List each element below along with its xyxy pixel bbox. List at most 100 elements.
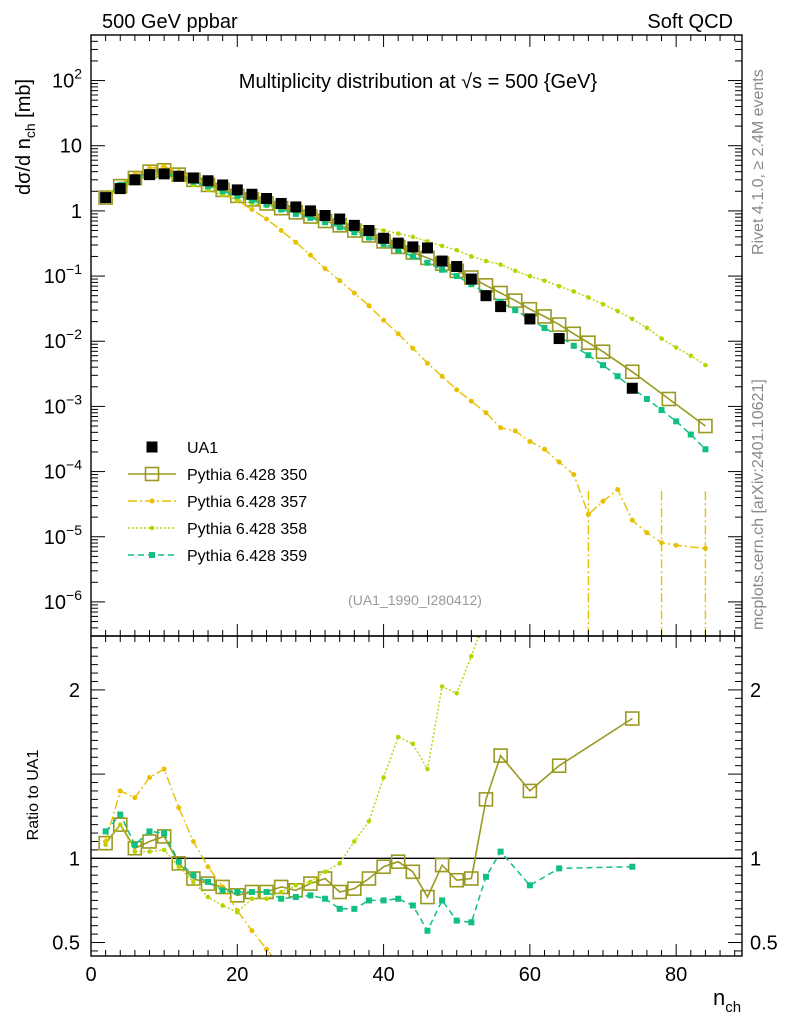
ratio-point-s359 bbox=[395, 895, 402, 902]
ratio-point-s358 bbox=[454, 690, 460, 696]
ratio-point-s358 bbox=[205, 894, 211, 900]
main-point-s359 bbox=[512, 307, 519, 314]
main-point-s357 bbox=[571, 472, 577, 478]
y-tick-label: 10−6 bbox=[44, 587, 82, 614]
side-label-rivet: Rivet 4.1.0, ≥ 2.4M events bbox=[750, 69, 767, 255]
main-point-s358 bbox=[483, 258, 489, 264]
ratio-point-s358 bbox=[161, 847, 167, 853]
main-point-data bbox=[451, 261, 463, 273]
main-point-s359 bbox=[453, 273, 460, 280]
axes: 0 20 40 60 80 102 10 1 10−1 10−2 10−3 10−4 10−5 10−6 0… bbox=[44, 34, 778, 986]
main-point-s359 bbox=[585, 352, 592, 359]
legend-entry-s359: Pythia 6.428 359 bbox=[128, 548, 307, 565]
chart-title: Multiplicity distribution at √s = 500 {G… bbox=[239, 71, 598, 93]
ratio-point-s350 bbox=[142, 834, 157, 849]
main-point-s357 bbox=[498, 425, 504, 431]
legend-entry-s350: Pythia 6.428 350 bbox=[128, 466, 307, 484]
main-point-s359 bbox=[439, 266, 446, 273]
main-point-data bbox=[392, 237, 404, 249]
ratio-point-s359 bbox=[131, 841, 138, 848]
ratio-point-s358 bbox=[381, 775, 386, 780]
main-point-s358 bbox=[410, 234, 416, 240]
main-point-data bbox=[304, 205, 316, 217]
main-point-data bbox=[407, 241, 419, 253]
main-point-s350 bbox=[537, 309, 552, 324]
y-tick-label: 10−5 bbox=[44, 522, 82, 549]
main-point-data bbox=[334, 213, 346, 225]
ratio-y-tick-label-right: 2 bbox=[750, 680, 761, 702]
y-tick-label: 1 bbox=[71, 201, 82, 223]
legend-entry-data: UA1 bbox=[146, 440, 218, 457]
main-point-s359 bbox=[673, 418, 680, 425]
main-point-data bbox=[319, 209, 331, 221]
ratio-point-s359 bbox=[497, 848, 504, 855]
main-point-s357 bbox=[161, 163, 167, 169]
ratio-point-s357 bbox=[279, 965, 284, 970]
main-point-s358 bbox=[527, 273, 533, 279]
ratio-point-s359 bbox=[278, 895, 285, 902]
ratio-point-s350 bbox=[464, 871, 479, 886]
main-point-s350 bbox=[507, 293, 523, 308]
main-point-s358 bbox=[439, 243, 445, 249]
ratio-point-s358 bbox=[293, 882, 299, 888]
main-point-s357 bbox=[249, 207, 255, 213]
main-point-s358 bbox=[703, 362, 708, 368]
main-point-s357 bbox=[512, 428, 518, 434]
ratio-point-s357 bbox=[147, 774, 153, 780]
main-point-s357 bbox=[381, 317, 387, 323]
ratio-y-tick-label-right: 0.5 bbox=[750, 933, 778, 955]
ratio-panel bbox=[91, 636, 742, 970]
ratio-point-s358 bbox=[191, 879, 196, 885]
legend-label-s357: Pythia 6.428 357 bbox=[187, 494, 307, 511]
ratio-point-s359 bbox=[482, 873, 489, 880]
y-tick-label: 10−4 bbox=[44, 457, 82, 484]
main-point-s350 bbox=[581, 335, 596, 350]
main-point-s359 bbox=[541, 324, 548, 331]
main-point-data bbox=[158, 168, 170, 180]
main-point-s359 bbox=[322, 219, 329, 226]
main-point-s358 bbox=[556, 283, 562, 289]
ratio-point-s350 bbox=[347, 881, 362, 896]
main-point-s359 bbox=[278, 206, 285, 213]
ratio-point-s359 bbox=[234, 889, 241, 895]
header-left: 500 GeV ppbar bbox=[102, 11, 238, 33]
main-point-s358 bbox=[512, 268, 518, 274]
ratio-point-s359 bbox=[248, 889, 255, 895]
main-point-s357 bbox=[293, 239, 299, 245]
main-point-s357 bbox=[629, 517, 635, 523]
main-point-s358 bbox=[644, 325, 650, 331]
main-point-s357 bbox=[644, 530, 650, 536]
y-axis-label: dσ/d nch [mb] bbox=[13, 79, 38, 195]
ratio-point-s358 bbox=[410, 741, 416, 747]
main-point-s357 bbox=[337, 278, 343, 284]
y-tick-label: 102 bbox=[52, 66, 82, 93]
ratio-point-s358 bbox=[439, 684, 445, 689]
main-point-s350 bbox=[661, 391, 677, 407]
main-point-data bbox=[173, 170, 185, 182]
legend-marker-s359 bbox=[149, 552, 155, 558]
main-point-s350 bbox=[566, 326, 582, 342]
main-line-s358 bbox=[105, 174, 706, 366]
main-point-data bbox=[129, 174, 141, 186]
main-point-s357 bbox=[351, 290, 357, 296]
ratio-point-s350 bbox=[405, 864, 421, 880]
ratio-point-s350 bbox=[478, 792, 494, 807]
main-point-s358 bbox=[615, 308, 620, 314]
main-point-s357 bbox=[454, 387, 460, 393]
ratio-point-s357 bbox=[264, 946, 270, 952]
main-point-data bbox=[275, 197, 287, 209]
ratio-point-s357 bbox=[161, 766, 167, 772]
ratio-point-s358 bbox=[103, 842, 108, 848]
ratio-point-s358 bbox=[337, 861, 342, 866]
main-point-s358 bbox=[586, 295, 591, 300]
main-point-s357 bbox=[410, 345, 416, 351]
ratio-point-s359 bbox=[322, 895, 329, 902]
ratio-point-s350 bbox=[156, 829, 172, 844]
main-point-s359 bbox=[307, 214, 314, 221]
main-point-s358 bbox=[542, 278, 547, 283]
main-point-data bbox=[436, 255, 448, 267]
main-point-s357 bbox=[527, 438, 533, 444]
main-point-data bbox=[524, 313, 536, 325]
ratio-point-s350 bbox=[551, 758, 567, 773]
main-point-s358 bbox=[469, 254, 474, 259]
